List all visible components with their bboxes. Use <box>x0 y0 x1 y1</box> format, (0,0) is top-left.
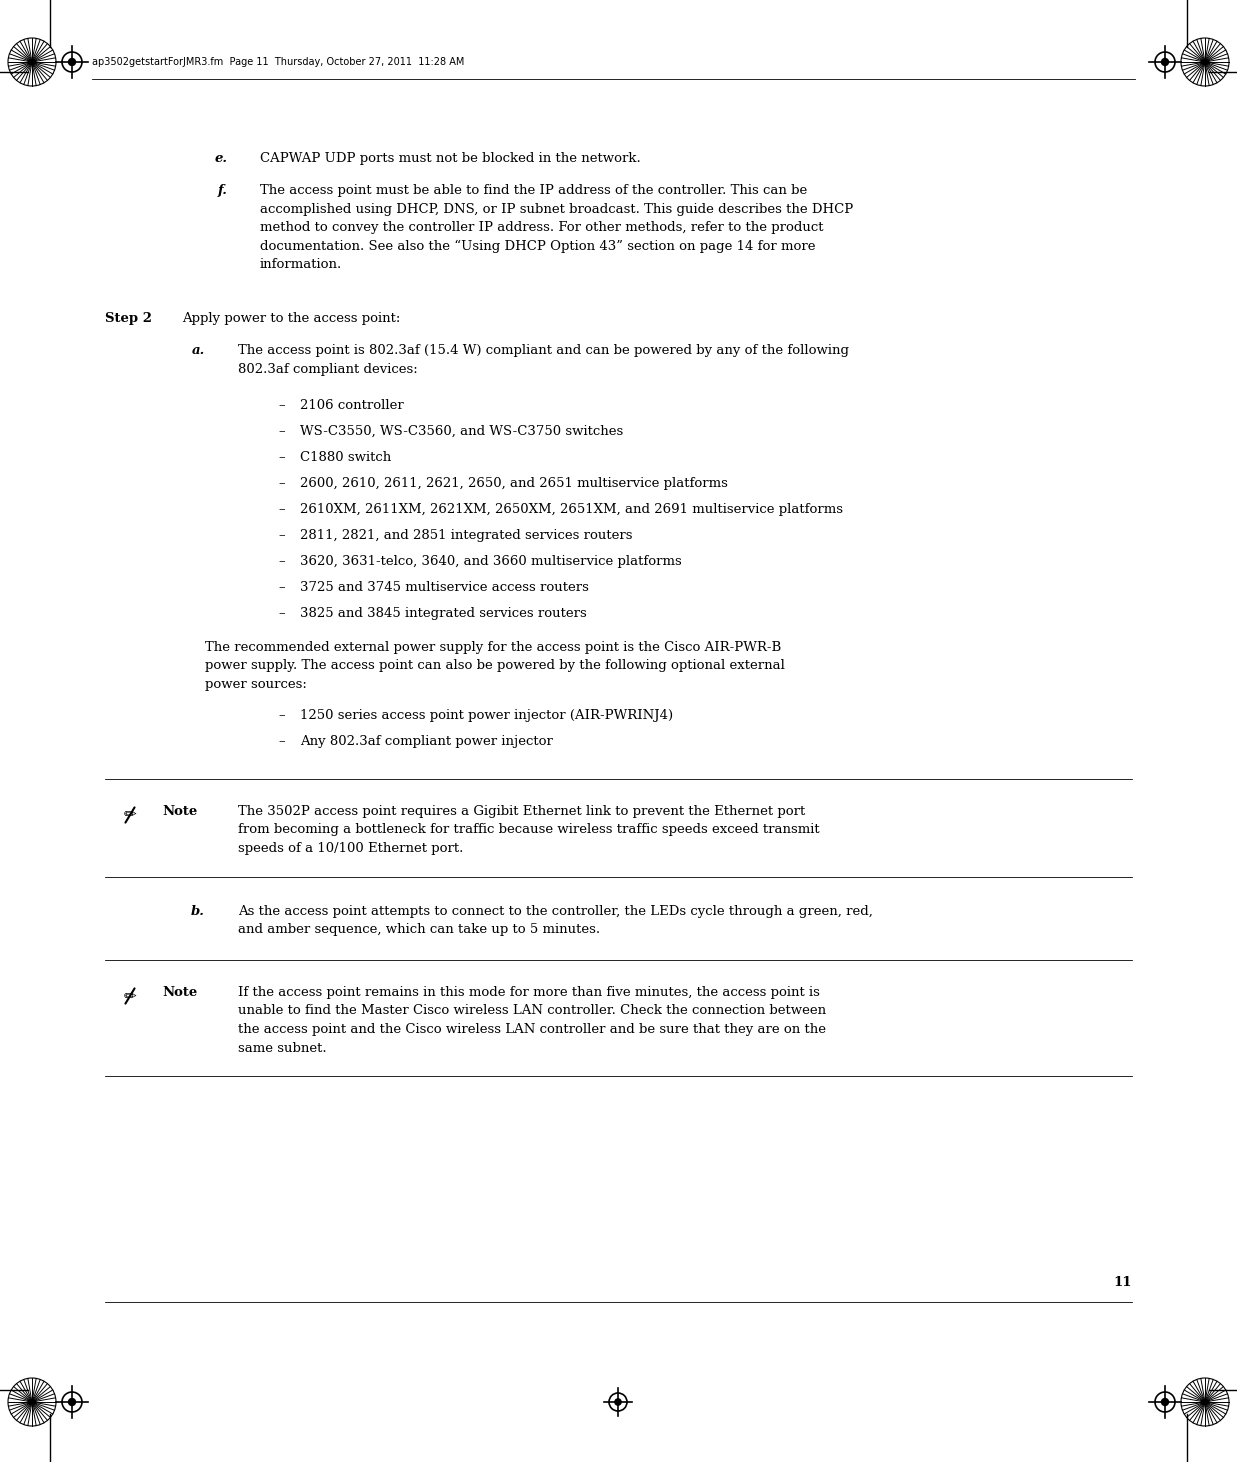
Text: –: – <box>278 450 286 463</box>
Text: ✏: ✏ <box>124 988 136 1003</box>
Text: 2600, 2610, 2611, 2621, 2650, and 2651 multiservice platforms: 2600, 2610, 2611, 2621, 2650, and 2651 m… <box>301 477 727 490</box>
Text: –: – <box>278 580 286 594</box>
Ellipse shape <box>28 1399 36 1404</box>
Ellipse shape <box>1201 1399 1209 1404</box>
Text: ap3502getstartForJMR3.fm  Page 11  Thursday, October 27, 2011  11:28 AM: ap3502getstartForJMR3.fm Page 11 Thursda… <box>92 57 464 67</box>
Text: –: – <box>278 556 286 569</box>
Text: f.: f. <box>218 184 228 197</box>
Text: –: – <box>278 529 286 542</box>
Text: Note: Note <box>162 806 197 819</box>
Text: b.: b. <box>192 905 205 918</box>
Text: CAPWAP UDP ports must not be blocked in the network.: CAPWAP UDP ports must not be blocked in … <box>260 152 641 165</box>
Text: ✏: ✏ <box>124 807 136 823</box>
Text: –: – <box>278 709 286 722</box>
Text: 3825 and 3845 integrated services routers: 3825 and 3845 integrated services router… <box>301 607 586 620</box>
Text: Apply power to the access point:: Apply power to the access point: <box>182 311 401 325</box>
Ellipse shape <box>28 60 36 64</box>
Text: The access point is 802.3af (15.4 W) compliant and can be powered by any of the : The access point is 802.3af (15.4 W) com… <box>238 344 849 376</box>
Text: 2106 controller: 2106 controller <box>301 399 403 412</box>
Circle shape <box>1162 1399 1169 1405</box>
Text: –: – <box>278 425 286 439</box>
Text: 3620, 3631-telco, 3640, and 3660 multiservice platforms: 3620, 3631-telco, 3640, and 3660 multise… <box>301 556 682 569</box>
Text: The recommended external power supply for the access point is the Cisco AIR-PWR-: The recommended external power supply fo… <box>205 640 784 692</box>
Circle shape <box>68 1399 75 1405</box>
Text: Step 2: Step 2 <box>105 311 152 325</box>
Text: C1880 switch: C1880 switch <box>301 450 391 463</box>
Text: a.: a. <box>192 344 205 357</box>
Text: –: – <box>278 735 286 749</box>
Text: Any 802.3af compliant power injector: Any 802.3af compliant power injector <box>301 735 553 749</box>
Text: WS-C3550, WS-C3560, and WS-C3750 switches: WS-C3550, WS-C3560, and WS-C3750 switche… <box>301 425 623 439</box>
Text: –: – <box>278 477 286 490</box>
Text: The 3502P access point requires a Gigibit Ethernet link to prevent the Ethernet : The 3502P access point requires a Gigibi… <box>238 806 820 855</box>
Ellipse shape <box>1201 60 1209 64</box>
Text: –: – <box>278 503 286 516</box>
Text: If the access point remains in this mode for more than five minutes, the access : If the access point remains in this mode… <box>238 985 826 1054</box>
Circle shape <box>615 1399 621 1405</box>
Text: Note: Note <box>162 985 197 999</box>
Text: 1250 series access point power injector (AIR-PWRINJ4): 1250 series access point power injector … <box>301 709 673 722</box>
Circle shape <box>1162 58 1169 66</box>
Text: The access point must be able to find the IP address of the controller. This can: The access point must be able to find th… <box>260 184 854 272</box>
Text: 11: 11 <box>1113 1275 1132 1288</box>
Text: –: – <box>278 607 286 620</box>
Text: 2811, 2821, and 2851 integrated services routers: 2811, 2821, and 2851 integrated services… <box>301 529 632 542</box>
Text: As the access point attempts to connect to the controller, the LEDs cycle throug: As the access point attempts to connect … <box>238 905 873 937</box>
Text: 3725 and 3745 multiservice access routers: 3725 and 3745 multiservice access router… <box>301 580 589 594</box>
Text: –: – <box>278 399 286 412</box>
Text: e.: e. <box>215 152 228 165</box>
Circle shape <box>68 58 75 66</box>
Text: 2610XM, 2611XM, 2621XM, 2650XM, 2651XM, and 2691 multiservice platforms: 2610XM, 2611XM, 2621XM, 2650XM, 2651XM, … <box>301 503 842 516</box>
